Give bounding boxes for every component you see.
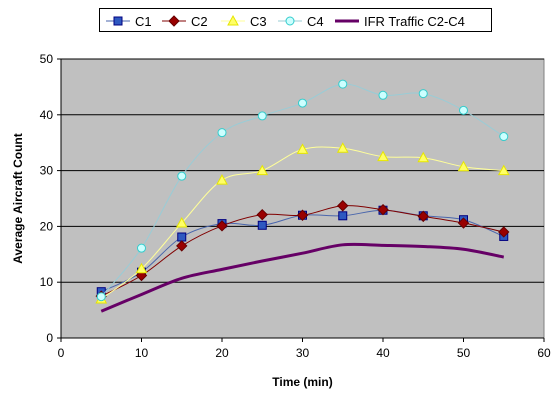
legend-label: IFR Traffic C2-C4 [364, 14, 465, 29]
legend-swatch-marker [168, 15, 180, 27]
x-tick-label: 20 [215, 346, 229, 360]
data-point [377, 203, 389, 216]
y-tick-label: 20 [40, 219, 54, 233]
data-point [137, 243, 146, 253]
data-point [176, 240, 188, 252]
data-point [377, 150, 389, 162]
data-point [175, 217, 188, 228]
data-point [457, 217, 470, 229]
legend-label: C2 [191, 14, 208, 29]
series-ifr-traffic-c2-c4 [100, 242, 505, 313]
x-tick-label: 30 [296, 346, 310, 360]
legend-swatch-marker [113, 16, 123, 26]
x-tick-label: 40 [376, 346, 390, 360]
y-tick-label: 0 [46, 331, 53, 345]
y-tick-label: 10 [40, 275, 54, 289]
legend-swatch-marker [285, 16, 295, 26]
data-point [257, 111, 267, 121]
y-tick-label: 40 [40, 108, 54, 122]
y-axis-title: Average Aircraft Count [11, 133, 25, 263]
data-point [337, 200, 349, 212]
legend-item: IFR Traffic C2-C4 [335, 14, 465, 29]
data-point [257, 220, 267, 230]
legend-item: C1 [106, 14, 152, 29]
series-line [100, 242, 505, 313]
data-point [256, 164, 269, 176]
data-point [499, 132, 509, 142]
legend-item: C4 [278, 14, 324, 29]
data-point [217, 128, 227, 138]
chart-legend: C1 C2 C3 C4 IFR Traffic C2-C4 [99, 8, 492, 32]
data-point [216, 220, 228, 232]
data-point [177, 171, 187, 181]
legend-swatch-marker [227, 14, 239, 26]
data-point [417, 151, 430, 163]
x-axis-title: Time (min) [272, 375, 332, 389]
x-tick-label: 10 [135, 346, 149, 360]
data-point [459, 105, 468, 115]
data-point [378, 90, 388, 100]
data-point [216, 174, 228, 185]
x-tick-label: 60 [537, 346, 551, 360]
data-point [417, 210, 429, 223]
data-point [338, 211, 348, 221]
data-point [135, 262, 148, 274]
y-tick-label: 30 [40, 164, 54, 178]
legend-item: C3 [221, 14, 267, 29]
data-point [177, 232, 187, 242]
data-point [298, 98, 307, 108]
data-point [256, 208, 268, 221]
data-point [338, 79, 348, 89]
data-point [498, 226, 510, 238]
data-point [497, 164, 510, 176]
x-tick-label: 0 [58, 346, 65, 360]
legend-label: C1 [135, 14, 152, 29]
y-tick-label: 50 [40, 52, 54, 66]
legend-label: C3 [250, 14, 267, 29]
legend-item: C2 [162, 14, 208, 29]
data-point [418, 89, 428, 99]
series-c4 [96, 79, 509, 302]
legend-label: C4 [307, 14, 324, 29]
data-point [336, 142, 349, 153]
data-point [457, 160, 470, 172]
data-point [296, 143, 309, 154]
data-point [296, 209, 309, 221]
x-tick-label: 50 [457, 346, 471, 360]
data-point [96, 292, 106, 302]
